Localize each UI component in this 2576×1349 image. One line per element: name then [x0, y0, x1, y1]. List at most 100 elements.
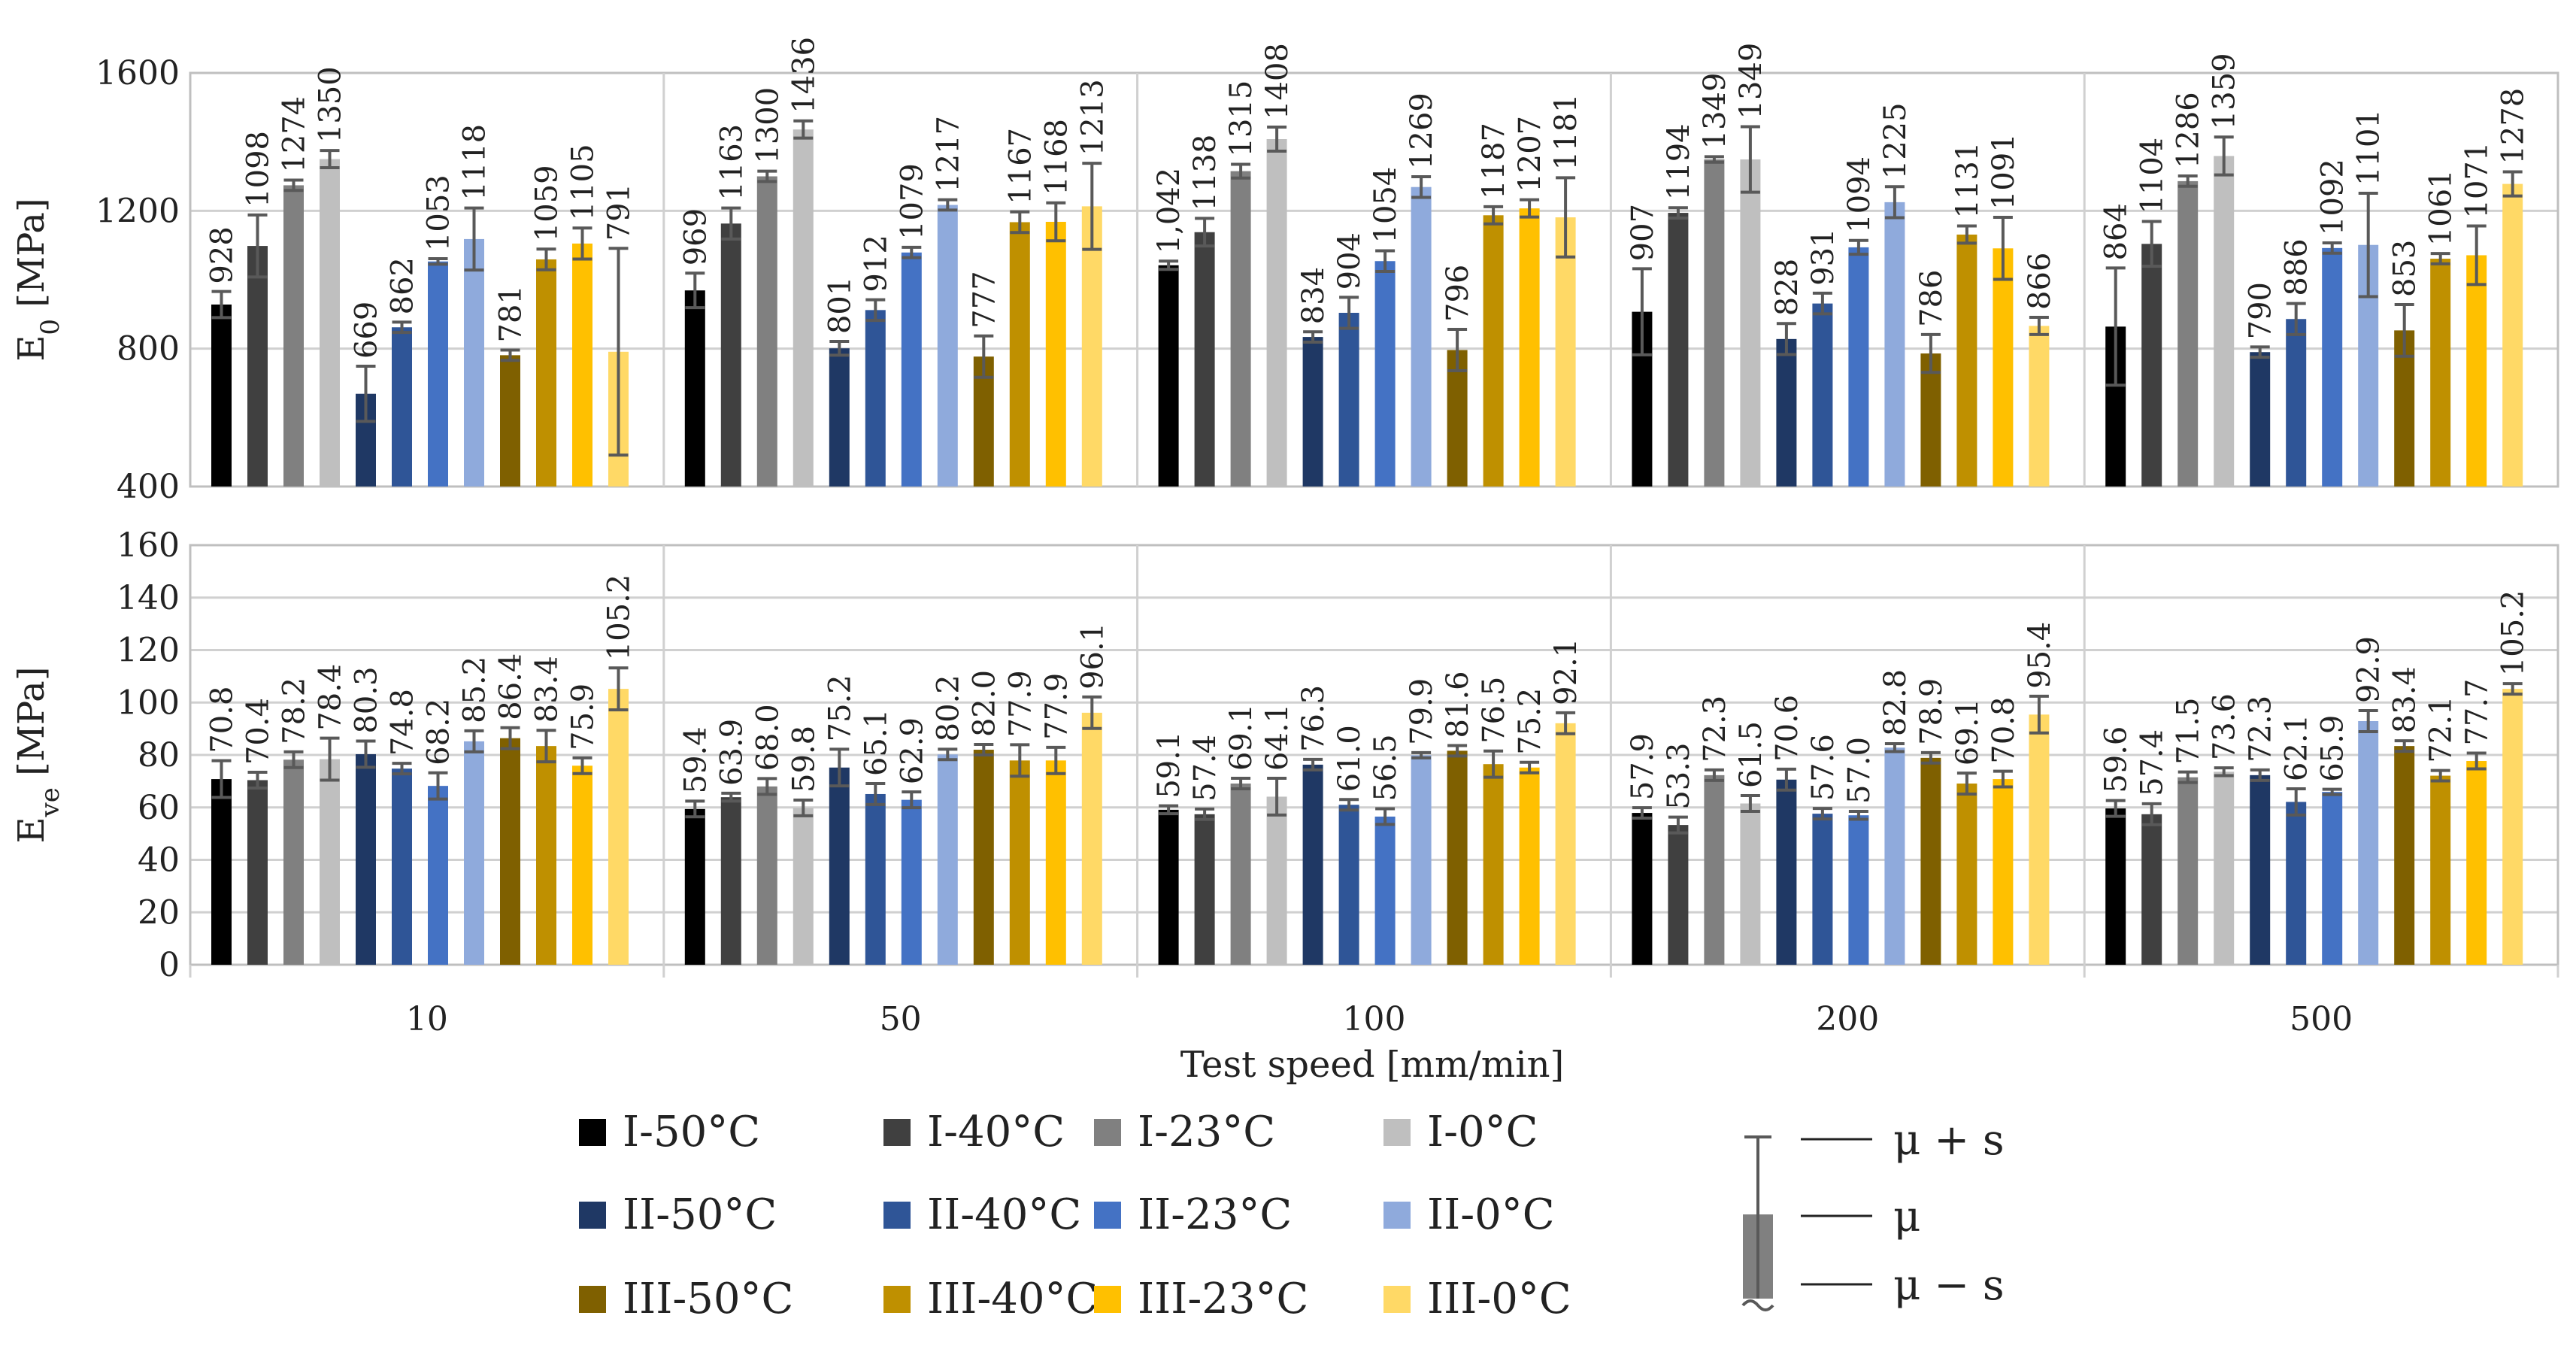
data-label: 81.6 — [1441, 671, 1475, 738]
bar — [1302, 337, 1323, 487]
bar — [1956, 784, 1977, 965]
data-label: 1187 — [1477, 123, 1511, 199]
data-label: 57.4 — [2135, 729, 2170, 796]
bar — [320, 759, 340, 965]
data-label: 1359 — [2208, 53, 2242, 129]
bar — [1920, 757, 1941, 965]
data-label: 77.7 — [2460, 678, 2495, 745]
bar — [283, 759, 304, 965]
bar — [1194, 814, 1215, 965]
bar — [937, 205, 958, 487]
data-label: 105.2 — [602, 574, 637, 661]
bar — [756, 786, 777, 965]
data-label: 78.9 — [1914, 678, 1949, 745]
data-label: 853 — [2388, 240, 2423, 297]
bar — [1230, 171, 1251, 487]
data-label: 1269 — [1405, 92, 1439, 169]
bar — [792, 808, 814, 965]
data-label: 801 — [823, 277, 857, 334]
data-label: 1436 — [786, 37, 821, 114]
bar — [1884, 202, 1905, 487]
data-label: 59.1 — [1152, 732, 1186, 799]
data-label: 76.5 — [1477, 677, 1511, 744]
x-axis-title: Test speed [mm/min] — [1180, 1044, 1564, 1086]
data-label: 928 — [205, 226, 240, 283]
legend-label: III-0°C — [1427, 1275, 1571, 1323]
data-label: 907 — [1626, 204, 1660, 261]
data-label: 95.4 — [2023, 622, 2057, 689]
bar — [1009, 222, 1030, 487]
bar — [1374, 261, 1396, 487]
data-label: 80.2 — [931, 674, 965, 741]
data-label: 72.1 — [2424, 696, 2459, 763]
bar — [320, 159, 340, 487]
data-label: 1278 — [2496, 88, 2531, 165]
legend-swatch — [1383, 1202, 1411, 1229]
data-label: 1349 — [1734, 43, 1768, 120]
stat-key-break — [1741, 1299, 1774, 1311]
y-tick-label: 160 — [117, 526, 180, 565]
bar — [2029, 714, 2050, 965]
data-label: 83.4 — [2388, 666, 2423, 733]
bar — [1045, 760, 1066, 965]
data-label: 1098 — [241, 131, 276, 208]
bar — [1081, 712, 1102, 965]
data-label: 931 — [1806, 229, 1841, 286]
data-label: 73.6 — [2208, 693, 2242, 760]
eve-panel: 0 20 40 60 80 100 120 140 160 Eve [MPa] 70.8 59.4 59… — [11, 526, 2559, 984]
bar — [1009, 760, 1030, 965]
legend-label: I-23°C — [1138, 1108, 1275, 1157]
data-label: 1094 — [1842, 156, 1877, 233]
data-label: 1079 — [895, 163, 929, 240]
data-label: 912 — [859, 235, 893, 292]
bar — [2141, 814, 2162, 965]
bar — [1776, 338, 1797, 487]
legend-label: I-50°C — [623, 1108, 760, 1157]
legend-swatch — [579, 1286, 606, 1313]
data-label: 85.2 — [458, 656, 492, 723]
bar — [247, 246, 268, 487]
data-label: 886 — [2280, 238, 2314, 296]
data-label: 781 — [494, 285, 529, 342]
bar — [2250, 352, 2271, 487]
data-label: 790 — [2244, 282, 2278, 339]
y-tick-label: 1200 — [95, 192, 180, 230]
data-label: 1349 — [1698, 73, 1732, 150]
data-label: 1168 — [1039, 119, 1074, 196]
data-label: 1225 — [1878, 102, 1913, 179]
legend-swatch — [1094, 1286, 1121, 1313]
y-tick-label: 100 — [117, 684, 180, 722]
data-label: 1207 — [1513, 116, 1547, 192]
data-label: 1059 — [530, 165, 565, 241]
data-label: 1105 — [566, 144, 601, 220]
bar — [1519, 767, 1540, 965]
data-label: 1286 — [2171, 92, 2206, 168]
bar — [1812, 814, 1833, 965]
data-label: 65.9 — [2316, 715, 2350, 782]
bar — [464, 238, 484, 487]
data-label: 1053 — [422, 174, 456, 251]
data-label: 1104 — [2135, 138, 2170, 214]
bar — [1045, 222, 1066, 487]
legend-swatch — [1383, 1286, 1411, 1313]
data-label: 105.2 — [2496, 590, 2531, 677]
bar — [720, 797, 741, 965]
bar — [720, 223, 741, 487]
data-label: 864 — [2099, 203, 2134, 260]
data-label: 904 — [1332, 232, 1367, 290]
bar — [1483, 215, 1504, 487]
data-label: 862 — [386, 257, 420, 314]
data-label: 77.9 — [1039, 673, 1074, 740]
y-tick-label: 0 — [159, 946, 180, 984]
legend-label: III-23°C — [1138, 1275, 1308, 1323]
bar — [2466, 255, 2487, 487]
bar — [865, 310, 886, 487]
data-label: 1194 — [1662, 123, 1696, 200]
data-label: 65.1 — [859, 709, 893, 776]
stat-key-mean: μ — [1893, 1193, 1920, 1241]
legend-swatch — [883, 1119, 911, 1146]
data-label: 61.5 — [1734, 721, 1768, 788]
bar — [283, 185, 304, 487]
data-label: 75.2 — [823, 674, 857, 741]
bar — [608, 689, 629, 965]
